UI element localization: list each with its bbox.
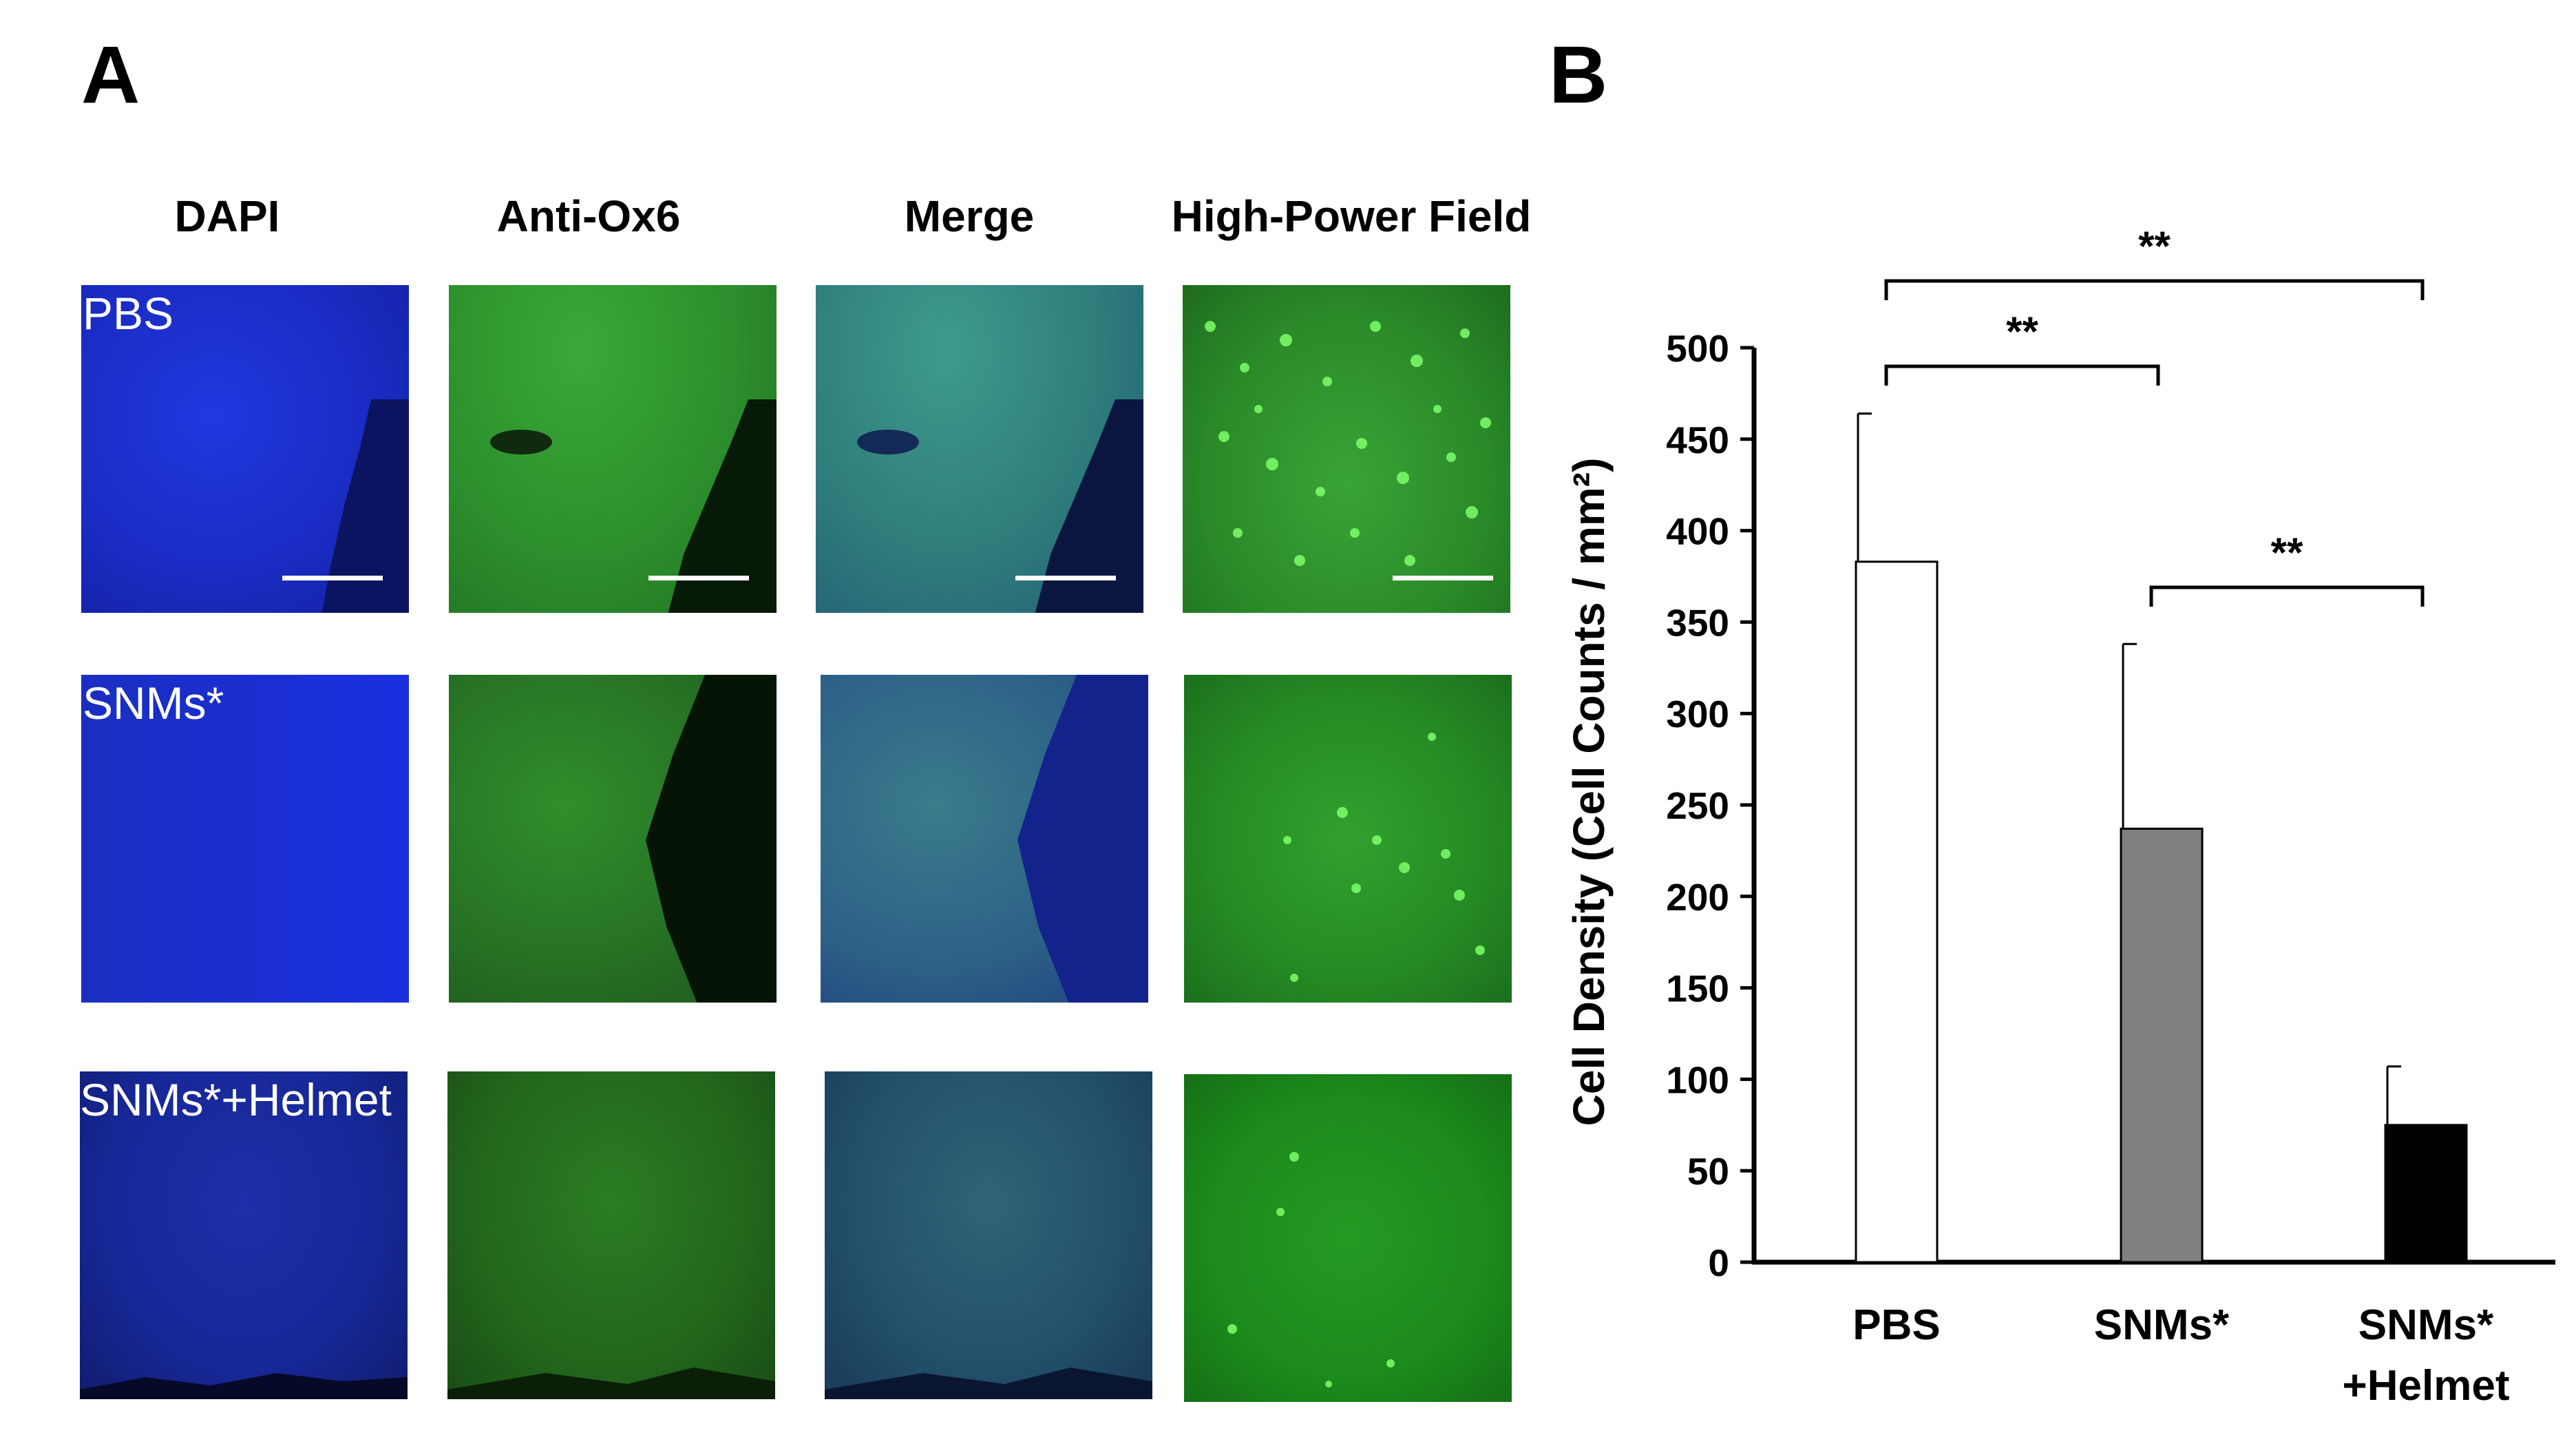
significance-label: ** [2006, 308, 2038, 355]
micrograph-snms-helmet-anti-ox6 [447, 1071, 775, 1399]
panel-a-label: A [81, 30, 140, 121]
y-tick-label: 350 [1666, 601, 1729, 644]
x-tick-label: PBS [1852, 1301, 1940, 1349]
micrograph-pbs-dapi: PBS [81, 285, 409, 613]
y-tick-label: 100 [1666, 1058, 1729, 1101]
significance-label: ** [2138, 223, 2171, 269]
scale-bar [282, 576, 383, 580]
y-tick-label: 400 [1666, 510, 1729, 553]
micrograph-snms-high-power-field [1184, 675, 1512, 1003]
micrograph-snms-anti-ox6 [449, 675, 777, 1003]
y-tick-label: 200 [1666, 876, 1729, 919]
micrograph-pbs-anti-ox6 [449, 285, 777, 613]
y-tick-label: 450 [1666, 419, 1729, 461]
micrograph-snms-dapi: SNMs* [81, 675, 409, 1003]
significance-bracket [1884, 279, 2425, 300]
column-header-merge: Merge [904, 191, 1035, 241]
column-header-anti-ox6: Anti-Ox6 [496, 191, 681, 241]
micrograph-snms-helmet-high-power-field [1184, 1074, 1512, 1402]
y-tick-label: 250 [1666, 784, 1729, 827]
cell-spots [1205, 321, 1491, 566]
y-axis-title: Cell Density (Cell Counts / mm²) [1564, 458, 1614, 1127]
row-label-pbs: PBS [83, 288, 174, 339]
row-label-snms-helmet: SNMs*+Helmet [80, 1074, 392, 1125]
significance-bracket [1884, 364, 2160, 386]
y-tick-label: 50 [1687, 1150, 1729, 1193]
scale-bar [648, 576, 749, 580]
row-label-snms: SNMs* [83, 678, 224, 729]
column-header-dapi: DAPI [174, 191, 280, 241]
scale-bar [1015, 576, 1116, 580]
micrograph-pbs-merge [816, 285, 1143, 613]
bar [1855, 561, 1939, 1264]
x-tick-label: SNMs* [2094, 1301, 2230, 1349]
scale-bar [1393, 576, 1493, 580]
bar [2120, 828, 2204, 1264]
significance-bracket [2149, 585, 2425, 607]
bar [2384, 1124, 2468, 1264]
micrograph-snms-helmet-dapi: SNMs*+Helmet [80, 1071, 408, 1399]
micrograph-snms-merge [821, 675, 1148, 1003]
column-header-high-power-field: High-Power Field [1171, 191, 1532, 241]
x-tick-label: SNMs* +Helmet [2343, 1301, 2510, 1410]
micrograph-pbs-high-power-field [1183, 285, 1510, 613]
y-tick-label: 0 [1708, 1242, 1729, 1284]
y-tick-label: 300 [1666, 693, 1729, 735]
cell-spots [1283, 733, 1485, 982]
y-tick-label: 150 [1666, 967, 1729, 1010]
panel-b-label: B [1549, 30, 1608, 121]
micrograph-snms-helmet-merge [825, 1071, 1152, 1399]
cell-spots [1227, 1152, 1395, 1387]
significance-label: ** [2271, 530, 2303, 576]
y-tick-label: 500 [1666, 327, 1729, 370]
